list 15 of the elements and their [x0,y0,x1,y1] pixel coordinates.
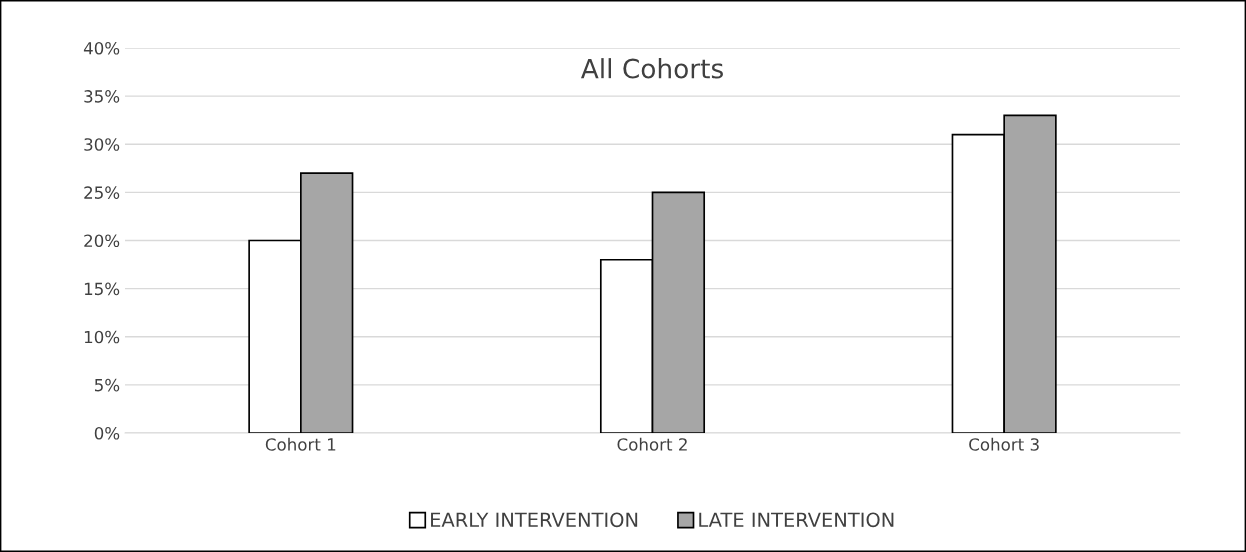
y-tick-label: 10% [84,330,120,344]
y-tick-label: 15% [84,282,120,296]
legend-label: LATE INTERVENTION [699,512,894,528]
x-tick-label: Cohort 2 [617,437,687,451]
y-tick-label: 40% [83,41,120,55]
y-tick-label: 25% [84,186,120,199]
y-tick-label: 5% [94,378,120,392]
y-tick-label: 35% [84,90,120,103]
x-tick-label: Cohort 3 [969,437,1039,451]
y-tick-label: 30% [84,138,120,151]
x-tick-label: Cohort 1 [265,437,336,451]
chart-title: All Cohorts [580,58,723,79]
y-tick-label: 0% [94,426,120,440]
legend-label: EARLY INTERVENTION [431,512,638,528]
y-tick-label: 20% [84,234,120,248]
